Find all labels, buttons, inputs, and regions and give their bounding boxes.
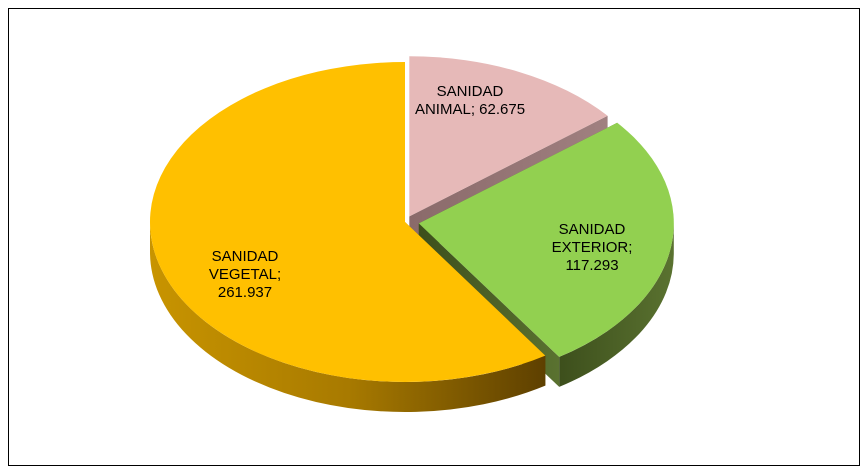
pie-slice [409,56,608,217]
data-label: SANIDAD VEGETAL; 261.937 [208,248,282,301]
slice-side [150,222,546,412]
data-label: SANIDAD ANIMAL; 62.675 [414,83,526,118]
pie-slice [418,122,674,357]
slice-side [559,223,674,387]
data-label: SANIDAD EXTERIOR; 117.293 [551,221,633,274]
pie-slice [149,62,546,383]
